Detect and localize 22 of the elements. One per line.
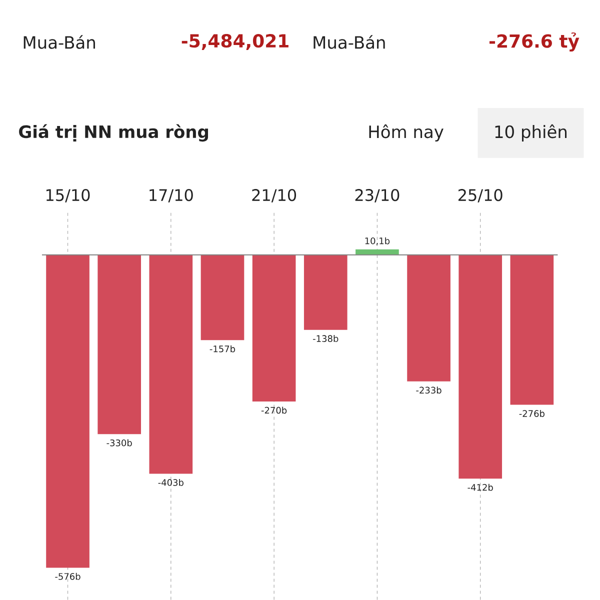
data-label: -270b — [262, 406, 287, 414]
chart-title: Giá trị NN mua ròng — [19, 124, 208, 142]
data-label: -576b — [55, 572, 80, 580]
text: 10 phiên — [495, 124, 567, 142]
text: Hôm nay — [369, 124, 444, 142]
text: -276.6 tỷ — [490, 32, 580, 52]
x-tick-label: 21/10 — [252, 189, 296, 202]
data-label: -403b — [158, 478, 184, 486]
x-tick-label: 25/10 — [458, 189, 502, 202]
data-label: -138b — [313, 335, 338, 342]
text: Mua-Bán — [24, 35, 96, 49]
data-label: -276b — [519, 410, 545, 417]
text: Mua-Bán — [314, 35, 385, 49]
text: -5,484,021 — [182, 34, 289, 50]
data-label: -330b — [106, 439, 132, 446]
x-tick-label: 15/10 — [46, 189, 90, 202]
data-label: -412b — [468, 484, 494, 491]
data-label: -233b — [416, 386, 442, 394]
data-label: -157b — [210, 345, 236, 352]
x-tick-label: 17/10 — [150, 189, 194, 202]
data-label: 10,1b — [365, 237, 390, 246]
x-tick-label: 23/10 — [356, 189, 400, 202]
